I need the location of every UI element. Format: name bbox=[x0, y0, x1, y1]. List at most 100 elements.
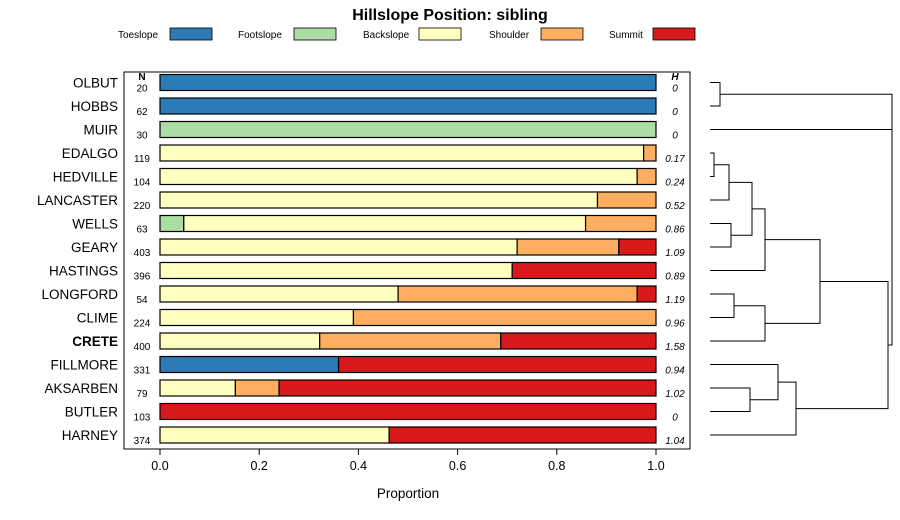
row-label: HEDVILLE bbox=[53, 170, 118, 185]
dendrogram-branch bbox=[710, 223, 732, 248]
row-label: HOBBS bbox=[71, 99, 118, 114]
bar-segment-backslope bbox=[159, 426, 390, 444]
bar-segment-shoulder bbox=[642, 144, 657, 162]
bar-segment-shoulder bbox=[234, 379, 280, 397]
bar-segment-toeslope bbox=[159, 355, 340, 374]
n-value: 331 bbox=[134, 366, 151, 377]
bar-segment-shoulder bbox=[397, 285, 638, 303]
bar-segment-footslope bbox=[159, 120, 657, 139]
n-value: 220 bbox=[134, 201, 151, 212]
legend-swatch-backslope bbox=[418, 27, 462, 41]
h-value: 0.24 bbox=[665, 178, 685, 189]
n-value: 400 bbox=[134, 342, 151, 353]
bar-segment-toeslope bbox=[159, 97, 657, 115]
x-tick-label: 0.6 bbox=[449, 459, 466, 473]
row-label: CLIME bbox=[77, 311, 118, 326]
row-clime: CLIME 224 0.96 bbox=[77, 308, 685, 330]
n-value: 20 bbox=[136, 84, 148, 95]
n-value: 396 bbox=[134, 272, 151, 283]
dendrogram-branch bbox=[710, 293, 735, 318]
row-label: FILLMORE bbox=[50, 358, 118, 373]
dendrogram-branch bbox=[710, 164, 730, 201]
dendrogram-branch bbox=[710, 208, 766, 271]
n-column-header: N bbox=[138, 72, 145, 83]
bar-segment-backslope bbox=[159, 379, 236, 397]
row-label: OLBUT bbox=[73, 76, 118, 91]
bar-segment-backslope bbox=[183, 214, 587, 233]
dendrogram-branch bbox=[729, 181, 753, 236]
bar-segment-summit bbox=[337, 355, 657, 374]
plot-frame bbox=[123, 71, 691, 450]
row-label: HASTINGS bbox=[49, 264, 118, 279]
bar-segment-summit bbox=[500, 332, 657, 350]
legend-label-backslope: Backslope bbox=[363, 30, 410, 41]
x-axis: 0.0 0.2 0.4 0.6 0.8 1.0 bbox=[151, 449, 665, 473]
h-value: 0 bbox=[672, 84, 678, 95]
h-value: 0 bbox=[672, 413, 678, 424]
legend-label-summit: Summit bbox=[609, 30, 643, 41]
row-label: BUTLER bbox=[65, 405, 119, 420]
h-value: 1.19 bbox=[665, 295, 685, 306]
bar-segment-shoulder bbox=[584, 214, 657, 233]
bar-segment-summit bbox=[388, 426, 657, 444]
h-value: 1.04 bbox=[665, 436, 685, 447]
row-geary: GEARY 403 1.09 bbox=[71, 238, 685, 259]
legend-label-shoulder: Shoulder bbox=[489, 30, 530, 41]
bar-segment-backslope bbox=[159, 144, 645, 162]
n-value: 119 bbox=[134, 154, 150, 165]
bar-rows: OLBUT 20 0 HOBBS 62 0 MUIR 30 0 EDALGO 119 0.17 HEDV… bbox=[37, 73, 685, 447]
dendrogram-branch bbox=[710, 364, 779, 401]
dendrogram-branch bbox=[710, 381, 797, 436]
n-value: 374 bbox=[134, 436, 151, 447]
legend-swatch-footslope bbox=[293, 27, 337, 41]
row-fillmore: FILLMORE 331 0.94 bbox=[50, 355, 685, 377]
dendrogram-branch bbox=[710, 305, 766, 342]
n-value: 403 bbox=[134, 248, 151, 259]
row-hedville: HEDVILLE 104 0.24 bbox=[53, 167, 685, 189]
n-value: 30 bbox=[136, 131, 148, 142]
x-tick-label: 0.0 bbox=[151, 459, 168, 473]
bar-segment-shoulder bbox=[596, 191, 657, 209]
bar-segment-shoulder bbox=[516, 238, 620, 256]
row-label: HARNEY bbox=[62, 428, 118, 443]
n-value: 103 bbox=[134, 413, 151, 424]
h-value: 1.58 bbox=[665, 342, 685, 353]
bar-segment-summit bbox=[278, 379, 657, 397]
legend-label-toeslope: Toeslope bbox=[118, 30, 158, 41]
bar-segment-shoulder bbox=[352, 308, 657, 327]
x-tick-label: 0.4 bbox=[350, 459, 367, 473]
h-value: 0.89 bbox=[665, 272, 685, 283]
bar-segment-summit bbox=[159, 402, 657, 421]
row-label: AKSARBEN bbox=[44, 381, 118, 396]
row-label: MUIR bbox=[84, 123, 119, 138]
n-value: 79 bbox=[136, 389, 148, 400]
row-label: LANCASTER bbox=[37, 193, 118, 208]
bar-segment-backslope bbox=[159, 332, 321, 350]
row-longford: LONGFORD 54 1.19 bbox=[41, 285, 685, 306]
bar-segment-summit bbox=[618, 238, 657, 256]
row-muir: MUIR 30 0 bbox=[84, 120, 678, 142]
legend: Toeslope Footslope Backslope Shoulder Summit bbox=[118, 27, 696, 41]
h-value: 0.96 bbox=[665, 319, 685, 330]
bar-segment-summit bbox=[511, 261, 657, 280]
legend-swatch-toeslope bbox=[169, 27, 213, 41]
dendrogram-branch bbox=[765, 239, 821, 324]
bar-segment-backslope bbox=[159, 261, 513, 280]
bar-segment-backslope bbox=[159, 238, 518, 256]
row-label: GEARY bbox=[71, 240, 118, 255]
row-butler: BUTLER 103 0 bbox=[65, 402, 678, 424]
dendrogram-branch bbox=[888, 111, 893, 346]
row-hobbs: HOBBS 62 0 bbox=[71, 97, 678, 118]
n-value: 54 bbox=[136, 295, 148, 306]
h-value: 0.17 bbox=[665, 154, 685, 165]
n-value: 104 bbox=[134, 178, 151, 189]
bar-segment-toeslope bbox=[159, 73, 657, 92]
h-value: 0 bbox=[672, 107, 678, 118]
dendrogram-branch bbox=[796, 281, 889, 410]
h-value: 0.94 bbox=[665, 366, 685, 377]
chart-title: Hillslope Position: sibling bbox=[352, 7, 548, 24]
n-value: 63 bbox=[136, 225, 148, 236]
legend-swatch-shoulder bbox=[540, 27, 584, 41]
bar-segment-summit bbox=[636, 285, 657, 303]
h-value: 1.09 bbox=[665, 248, 685, 259]
